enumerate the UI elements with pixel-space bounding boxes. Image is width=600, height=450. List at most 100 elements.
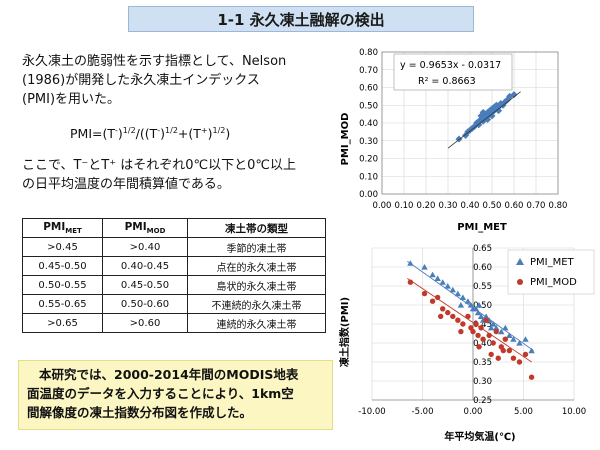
formula-part: PMI=(T [70, 126, 115, 142]
data-point [493, 324, 500, 331]
permafrost-zone-table: PMIMET PMIMOD 凍土帯の類型 >0.45 >0.40 季節的凍土帯 … [22, 218, 326, 333]
y-axis-label: PMI_MOD [340, 113, 351, 166]
intro-paragraph: 永久凍土の脆弱性を示す指標として、Nelson (1986)が開発した永久凍土イ… [22, 52, 342, 109]
y-tick-label: 0.20 [359, 155, 378, 165]
data-point [510, 355, 517, 361]
table-cell: 0.40-0.45 [102, 256, 188, 276]
y-tick-label: 0.10 [359, 172, 378, 182]
y-tick-label: 0.40 [359, 119, 378, 129]
page-title-text: 1-1 永久凍土融解の検出 [217, 10, 385, 29]
y-tick-label: 0.00 [359, 190, 378, 200]
x-tick-label: 5.00 [514, 407, 533, 417]
x-tick-label: 0.60 [505, 201, 524, 211]
data-point [516, 340, 523, 346]
data-point [500, 347, 506, 354]
data-point [475, 302, 483, 308]
x-axis-label: 年平均気温(℃) [444, 430, 515, 443]
data-point [490, 321, 497, 327]
data-point [493, 328, 499, 335]
data-point [478, 325, 484, 331]
pmi-regression-chart: 0.000.100.200.300.400.500.600.700.800.00… [340, 48, 568, 233]
y-tick-label: 0.70 [359, 66, 378, 76]
equation-box [393, 53, 513, 91]
data-point [434, 275, 441, 281]
page-title: 1-1 永久凍土融解の検出 [128, 6, 474, 32]
data-point [407, 260, 414, 266]
y-axis-label: 凍土指数(PMI) [338, 297, 351, 367]
data-point [421, 290, 428, 297]
y-tick-label: 0.80 [359, 48, 378, 58]
data-point [528, 374, 535, 380]
data-point [473, 321, 479, 327]
data-point [482, 313, 490, 319]
data-point [474, 309, 482, 316]
table-cell: >0.45 [22, 237, 103, 257]
data-point [506, 332, 513, 338]
data-point [484, 115, 492, 123]
x-tick-label: 0.80 [549, 201, 568, 211]
data-point [510, 336, 517, 342]
y-tick-label: 0.25 [473, 396, 492, 406]
table-cell: >0.60 [102, 313, 188, 333]
legend-circle-marker [517, 279, 523, 285]
table-row: >0.65 >0.60 連続的永久凍土帯 [22, 313, 326, 333]
data-point [486, 332, 492, 339]
summary-line: 間解像度の凍土指数分布図を作成した。 [27, 405, 253, 420]
table-row: 0.45-0.50 0.40-0.45 点在的永久凍土帯 [22, 256, 326, 276]
data-point [475, 332, 481, 339]
y-tick-label: 0.30 [473, 377, 492, 387]
summary-box: 本研究では、2000-2014年間のMODIS地表 面温度のデータを入力すること… [18, 360, 333, 430]
data-point [439, 279, 446, 285]
trend-line [447, 91, 521, 149]
description-line: の日平均温度の年間積算値である。 [22, 177, 230, 192]
x-tick-label: 0.30 [439, 201, 458, 211]
description-line: ここで、T⁻とT⁺ はそれぞれ0℃以下と0℃以上 [22, 158, 296, 173]
x-tick-label: 10.00 [562, 407, 586, 417]
data-point [465, 313, 471, 320]
x-tick-label: 0.20 [417, 201, 436, 211]
formula-sup: + [200, 126, 208, 135]
data-point [449, 286, 456, 293]
data-point [522, 351, 529, 358]
x-tick-label: 0.50 [483, 201, 502, 211]
formula-part: ) [225, 126, 231, 142]
table-header-pmi-met: PMIMET [22, 218, 103, 238]
formula-part: ) [207, 126, 213, 142]
intro-line: 永久凍土の脆弱性を示す指標として、Nelson [22, 54, 287, 69]
legend-box [507, 249, 595, 295]
table-cell: >0.40 [102, 237, 188, 257]
y-tick-label: 0.45 [473, 320, 492, 330]
header-text: PMI [43, 220, 66, 233]
x-tick-label: -5.00 [412, 407, 434, 417]
data-point [429, 271, 436, 278]
data-point [483, 317, 489, 323]
formula-part: ) [160, 126, 166, 142]
intro-line: (1986)が開発した永久凍土インデックス [22, 73, 260, 88]
data-point [487, 324, 495, 331]
data-point [464, 298, 472, 304]
y-tick-label: 0.50 [473, 301, 492, 311]
table-row: >0.45 >0.40 季節的凍土帯 [22, 237, 326, 257]
formula-sup: 1/2 [165, 126, 178, 135]
table-cell: 不連続的永久凍土帯 [187, 294, 326, 314]
y-tick-label: 0.30 [359, 137, 378, 147]
data-point [495, 355, 501, 361]
x-tick-label: 0.70 [527, 201, 546, 211]
legend-label-met: PMI_MET [530, 257, 575, 268]
data-point [472, 305, 480, 312]
data-point [490, 340, 496, 346]
data-point [450, 313, 456, 320]
legend-triangle-marker [516, 258, 524, 265]
header-sub: MET [65, 227, 82, 236]
formula-sup: 1/2 [122, 126, 136, 135]
table-cell: 0.45-0.50 [102, 275, 188, 295]
data-point [445, 309, 451, 316]
data-point [488, 112, 496, 120]
summary-line: 本研究では、2000-2014年間のMODIS地表 [39, 367, 299, 382]
data-point [477, 313, 485, 319]
legend-label-mod: PMI_MOD [530, 277, 577, 288]
series-trend-line [407, 278, 532, 363]
header-text: 凍土帯の類型 [225, 222, 288, 235]
plot-frame [381, 51, 559, 195]
regression-equation: y = 0.9653x - 0.0317 [400, 60, 501, 71]
